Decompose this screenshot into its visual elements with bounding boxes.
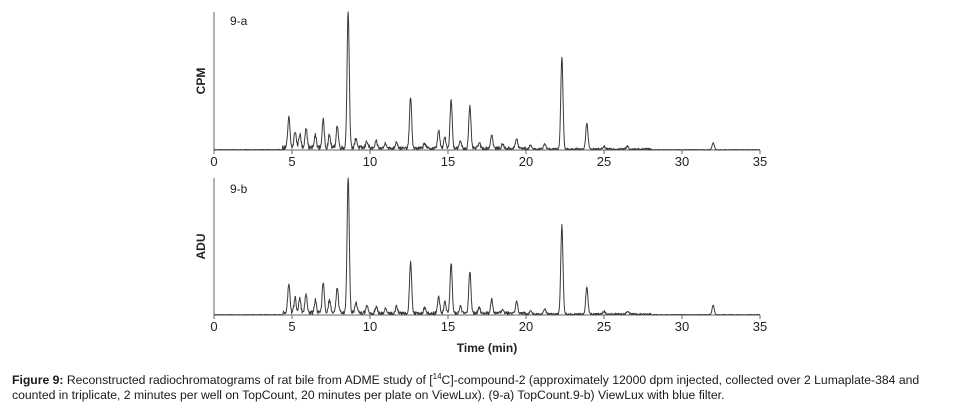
x-tick-label: 15	[441, 319, 455, 334]
chromatogram-chart: 0 5 10 15 20 25 30 35 CPM 9-a 0 5 10 15 20 25 30 35 ADU 9-…	[194, 11, 767, 355]
panel-9a: 0 5 10 15 20 25 30 35 CPM 9-a	[194, 11, 767, 169]
x-tick-label: 20	[519, 319, 533, 334]
x-tick-label: 25	[597, 154, 611, 169]
x-tick-label: 5	[288, 319, 295, 334]
caption-superscript: 14	[432, 372, 442, 381]
x-tick-label: 10	[363, 319, 377, 334]
x-tick-label: 0	[210, 154, 217, 169]
x-tick-label: 25	[597, 319, 611, 334]
x-tick-label: 20	[519, 154, 533, 169]
panel-label: 9-b	[230, 182, 248, 196]
x-tick-label: 35	[753, 319, 767, 334]
x-tick-label: 30	[675, 154, 689, 169]
y-axis-title: ADU	[194, 234, 208, 260]
figure-caption: Figure 9: Reconstructed radiochromatogra…	[12, 369, 952, 403]
x-tick-label: 10	[363, 154, 377, 169]
x-tick-label: 5	[288, 154, 295, 169]
chromatogram-trace	[213, 11, 761, 151]
caption-text-2: C]-compound-2 (approximately 12000 dpm i…	[12, 373, 920, 403]
x-tick-label: 0	[210, 319, 217, 334]
x-tick-label: 35	[753, 154, 767, 169]
x-tick-label: 15	[441, 154, 455, 169]
panel-9b: 0 5 10 15 20 25 30 35 ADU 9-b	[194, 177, 767, 334]
x-axis-title: Time (min)	[457, 341, 517, 355]
chromatogram-trace	[213, 177, 761, 316]
caption-label: Figure 9:	[12, 373, 64, 388]
y-axis-title: CPM	[194, 68, 208, 95]
panel-label: 9-a	[230, 14, 248, 28]
x-tick-label: 30	[675, 319, 689, 334]
caption-text-1: Reconstructed radiochromatograms of rat …	[63, 373, 433, 388]
